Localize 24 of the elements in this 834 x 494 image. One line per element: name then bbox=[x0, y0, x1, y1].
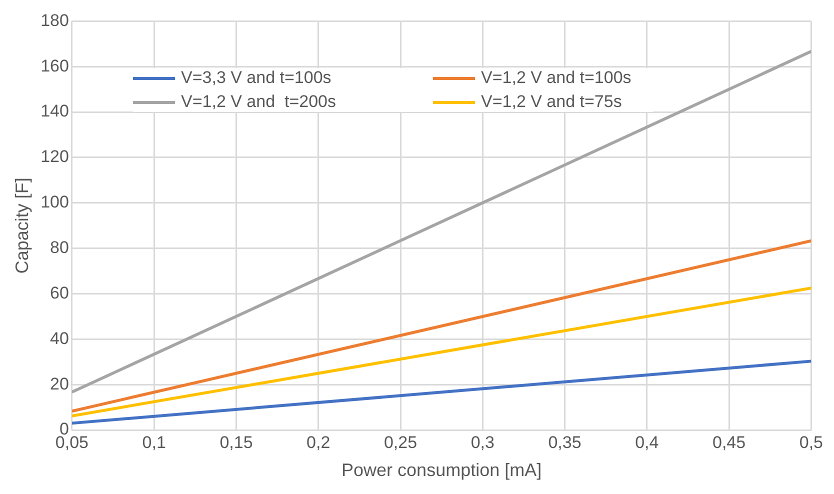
x-tick-label: 0,4 bbox=[635, 432, 659, 452]
y-tick-label: 180 bbox=[40, 10, 69, 30]
legend-label: V=1,2 V and t=200s bbox=[181, 92, 336, 112]
y-tick-label: 40 bbox=[50, 328, 69, 348]
y-tick-label: 120 bbox=[40, 147, 69, 166]
x-tick-label: 0,15 bbox=[220, 432, 253, 452]
x-tick-label: 0,2 bbox=[306, 432, 330, 452]
y-tick-label: 160 bbox=[40, 56, 69, 76]
y-tick-label: 60 bbox=[50, 283, 69, 302]
y-tick-label: 80 bbox=[50, 238, 69, 257]
y-tick-label: 100 bbox=[40, 192, 69, 212]
legend-label: V=1,2 V and t=75s bbox=[481, 92, 622, 112]
y-tick-label: 20 bbox=[50, 374, 69, 394]
y-axis-title: Capacity [F] bbox=[12, 178, 32, 274]
x-tick-label: 0,45 bbox=[712, 432, 746, 452]
legend-label: V=3,3 V and t=100s bbox=[181, 68, 332, 88]
x-tick-label: 0,1 bbox=[142, 432, 166, 452]
legend-label: V=1,2 V and t=100s bbox=[481, 68, 632, 88]
x-axis-title: Power consumption [mA] bbox=[342, 460, 542, 480]
x-tick-label: 0,3 bbox=[470, 432, 494, 452]
x-tick-label: 0,25 bbox=[384, 432, 418, 452]
x-tick-label: 0,35 bbox=[548, 432, 582, 452]
y-tick-label: 140 bbox=[40, 102, 69, 121]
x-tick-label: 0,5 bbox=[799, 432, 824, 452]
